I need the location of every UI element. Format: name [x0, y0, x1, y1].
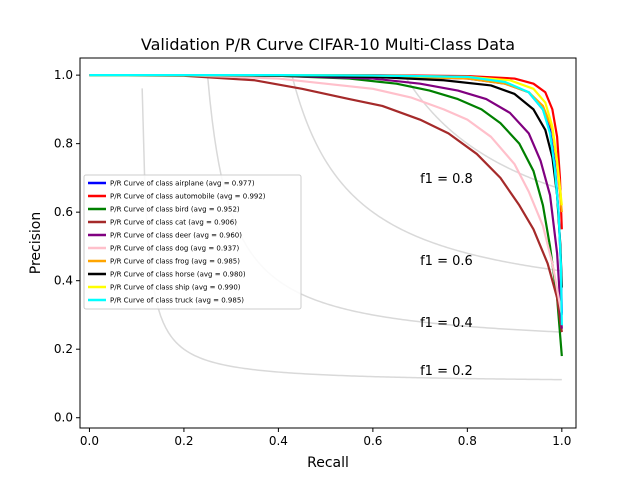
- legend: P/R Curve of class airplane (avg = 0.977…: [83, 174, 302, 310]
- iso-f1-label-2: f1 = 0.6: [420, 254, 473, 269]
- chart-title: Validation P/R Curve CIFAR-10 Multi-Clas…: [141, 35, 515, 54]
- iso-f1-label-0: f1 = 0.2: [420, 364, 473, 379]
- iso-f1-curve-0: [141, 88, 562, 381]
- y-axis-label: Precision: [28, 212, 44, 274]
- iso-f1-curves: f1 = 0.2 f1 = 0.4 f1 = 0.6 f1 = 0.8: [141, 75, 563, 381]
- x-tick-label-0: 0.0: [80, 434, 99, 448]
- legend-label-6: P/R Curve of class frog (avg = 0.985): [110, 258, 240, 266]
- x-tick-label-1: 0.2: [174, 434, 193, 448]
- iso-f1-label-1: f1 = 0.4: [420, 316, 473, 331]
- legend-label-2: P/R Curve of class bird (avg = 0.952): [110, 206, 240, 214]
- legend-label-8: P/R Curve of class ship (avg = 0.990): [110, 284, 241, 292]
- x-tick-label-3: 0.6: [363, 434, 382, 448]
- plot-area-frame: [79, 57, 577, 429]
- y-tick-label-0: 0.0: [54, 411, 73, 425]
- y-tick-label-1: 0.2: [54, 342, 73, 356]
- legend-box: [83, 174, 302, 310]
- series-line-3: [89, 74, 563, 333]
- legend-label-1: P/R Curve of class automobile (avg = 0.9…: [110, 193, 266, 201]
- y-tick-label-4: 0.8: [54, 137, 73, 151]
- series-lines: [89, 74, 563, 357]
- legend-label-7: P/R Curve of class horse (avg = 0.980): [110, 271, 246, 279]
- legend-label-0: P/R Curve of class airplane (avg = 0.977…: [110, 180, 255, 188]
- x-axis-label: Recall: [307, 455, 349, 471]
- x-tick-label-4: 0.8: [458, 434, 477, 448]
- legend-label-5: P/R Curve of class dog (avg = 0.937): [110, 245, 239, 253]
- iso-f1-curve-2: [291, 75, 562, 272]
- iso-f1-label-3: f1 = 0.8: [420, 172, 473, 187]
- legend-label-9: P/R Curve of class truck (avg = 0.985): [110, 297, 244, 305]
- series-line-9: [89, 74, 563, 326]
- x-tick-label-2: 0.4: [269, 434, 288, 448]
- legend-label-4: P/R Curve of class deer (avg = 0.960): [110, 232, 242, 240]
- y-tick-label-3: 0.6: [54, 205, 73, 219]
- axes: 0.0 0.2 0.4 0.6 0.8 1.0 0.0 0.2 0.4 0.6 0.8 1.0: [54, 68, 571, 448]
- series-line-5: [89, 74, 563, 316]
- legend-label-3: P/R Curve of class cat (avg = 0.906): [110, 219, 237, 227]
- y-tick-label-5: 1.0: [54, 68, 73, 82]
- x-tick-label-5: 1.0: [552, 434, 571, 448]
- y-tick-label-2: 0.4: [54, 274, 73, 288]
